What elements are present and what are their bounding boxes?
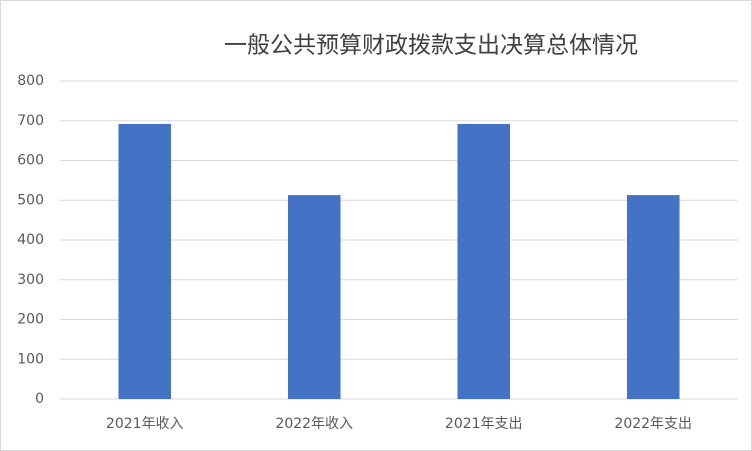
y-tick-label: 500 [17,192,44,208]
y-tick-label: 600 [17,153,44,169]
x-tick-label: 2022年收入 [275,416,353,432]
y-tick-label: 800 [17,73,44,89]
bar [287,195,341,399]
bar [457,123,511,400]
y-tick-label: 700 [17,113,44,129]
y-tick-label: 400 [17,232,44,248]
y-tick-label: 200 [17,312,44,328]
bar [626,195,680,399]
y-tick-label: 0 [35,391,44,407]
x-tick-label: 2022年支出 [614,416,692,432]
chart-title: 一般公共预算财政拨款支出决算总体情况 [224,33,638,59]
bar [118,123,172,400]
x-tick-label: 2021年收入 [106,416,184,432]
x-tick-label: 2021年支出 [445,416,523,432]
y-tick-label: 100 [17,351,44,367]
y-tick-label: 300 [17,272,44,288]
